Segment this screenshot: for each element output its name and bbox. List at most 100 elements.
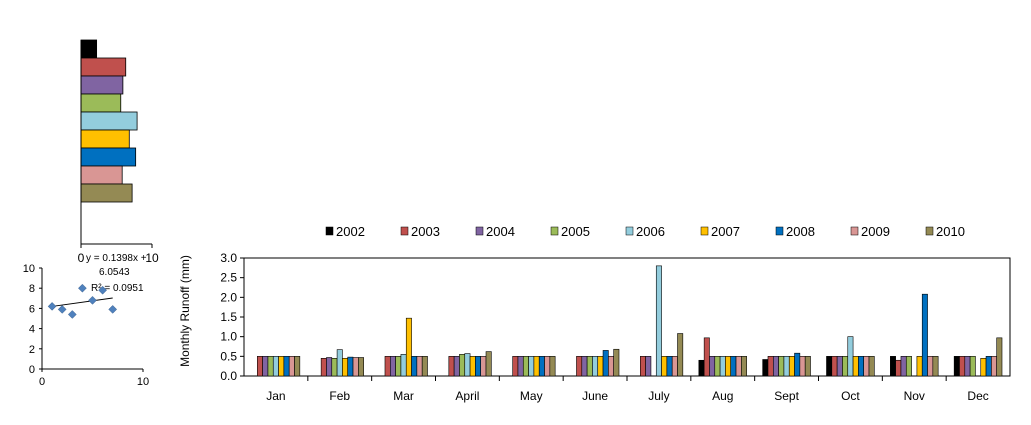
legend-swatch: [850, 226, 859, 236]
bar: [762, 359, 769, 377]
bar: [735, 356, 742, 377]
y-tick-label: 1.5: [220, 310, 237, 324]
bar: [336, 349, 343, 377]
bar: [326, 357, 333, 377]
legend-label: 2009: [861, 224, 890, 239]
bar: [804, 356, 811, 377]
hbar-bar: [80, 39, 98, 59]
scatter-y-tick-label: 4: [29, 324, 35, 336]
bar: [900, 356, 907, 377]
trendline-equation-line1: y = 0.1398x +: [86, 253, 147, 264]
hbar-x-tick-label: 10: [145, 251, 159, 265]
bar: [294, 356, 301, 377]
bar: [320, 357, 327, 377]
legend-label: 2002: [336, 224, 365, 239]
bar: [576, 356, 583, 377]
hbar-bar: [80, 57, 127, 77]
trendline-r-squared: R² = 0.0951: [91, 283, 144, 294]
hbar-x-tick-label: 0: [78, 251, 85, 265]
bar: [283, 356, 290, 377]
bar: [586, 356, 593, 377]
bar: [905, 356, 912, 377]
x-tick-label: Nov: [904, 389, 925, 403]
bar: [384, 356, 391, 377]
bar: [666, 356, 673, 377]
bar: [592, 356, 599, 377]
bar: [677, 333, 684, 377]
bar: [288, 356, 295, 377]
bar: [544, 356, 551, 377]
hbar-bar: [80, 129, 130, 149]
scatter-point: [98, 285, 107, 295]
hbar-bar: [80, 165, 123, 185]
scatter-point: [88, 295, 97, 305]
legend-swatch: [550, 226, 559, 236]
bar: [448, 356, 455, 377]
bar: [608, 356, 614, 377]
bar: [767, 356, 774, 377]
legend-label: 2004: [486, 224, 515, 239]
legend-swatch: [325, 226, 334, 236]
bar: [549, 356, 556, 377]
bar: [852, 356, 859, 377]
scatter-y-tick-label: 6: [29, 303, 35, 315]
bar: [459, 354, 466, 377]
bar: [953, 356, 960, 377]
bar: [921, 293, 928, 377]
hbar-bar: [80, 93, 122, 113]
bar: [863, 356, 870, 377]
x-tick-label: May: [520, 389, 543, 403]
legend-label: 2006: [636, 224, 665, 239]
bar: [964, 356, 971, 377]
bar: [597, 356, 604, 377]
y-tick-label: 2.5: [220, 271, 237, 285]
bar: [868, 356, 875, 377]
bar: [703, 337, 710, 377]
legend-label: 2003: [411, 224, 440, 239]
bar: [655, 265, 662, 377]
x-tick-label: April: [455, 389, 479, 403]
legend-label: 2010: [936, 224, 965, 239]
bar: [719, 356, 726, 377]
legend-swatch: [700, 226, 709, 236]
bar: [640, 356, 646, 377]
bar: [262, 356, 269, 377]
bar: [661, 356, 668, 377]
bar: [991, 356, 997, 377]
y-tick-label: 0.0: [220, 369, 237, 383]
legend-label: 2007: [711, 224, 740, 239]
y-tick-label: 0.5: [220, 349, 237, 363]
x-tick-label: Dec: [967, 389, 988, 403]
y-tick-label: 2.0: [220, 290, 237, 304]
bar: [352, 357, 359, 377]
bar: [389, 356, 396, 377]
bar: [416, 356, 423, 377]
x-tick-label: Feb: [329, 389, 350, 403]
bar: [395, 356, 402, 377]
x-tick-label: Mar: [393, 389, 414, 403]
bar: [538, 356, 545, 377]
scatter-y-tick-label: 0: [29, 364, 35, 376]
bar: [847, 336, 854, 377]
scatter-point: [57, 305, 67, 314]
bar: [858, 356, 865, 377]
y-tick-label: 3.0: [220, 251, 237, 265]
scatter-chart: y = 0.1398x + 6.0543 R² = 0.0951 0 2 4 6 8 10…: [23, 253, 149, 388]
bar: [714, 356, 721, 377]
bar: [698, 359, 705, 377]
bar: [725, 356, 732, 377]
bar: [794, 352, 801, 377]
bar: [783, 356, 790, 377]
bar: [464, 353, 471, 377]
bar: [358, 357, 364, 377]
bar: [400, 354, 407, 377]
bar: [842, 356, 849, 377]
bar: [613, 348, 620, 377]
bar: [272, 356, 279, 377]
legend-label: 2008: [786, 224, 815, 239]
bar: [996, 337, 1003, 377]
bar: [916, 356, 923, 377]
scatter-trendline: [52, 297, 113, 307]
bar: [799, 356, 806, 377]
